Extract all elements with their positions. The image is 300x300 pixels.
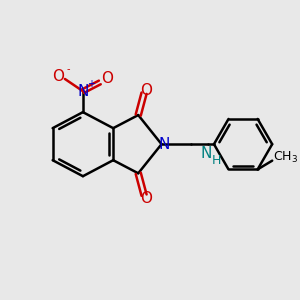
Text: O: O [101, 71, 113, 86]
Text: CH$_3$: CH$_3$ [273, 150, 298, 165]
Text: N: N [78, 84, 89, 99]
Text: H: H [212, 154, 221, 167]
Text: -: - [66, 64, 70, 74]
Text: O: O [52, 68, 64, 83]
Text: O: O [140, 190, 152, 206]
Text: N: N [201, 146, 212, 161]
Text: N: N [158, 137, 169, 152]
Text: O: O [140, 83, 152, 98]
Text: +: + [87, 79, 95, 89]
